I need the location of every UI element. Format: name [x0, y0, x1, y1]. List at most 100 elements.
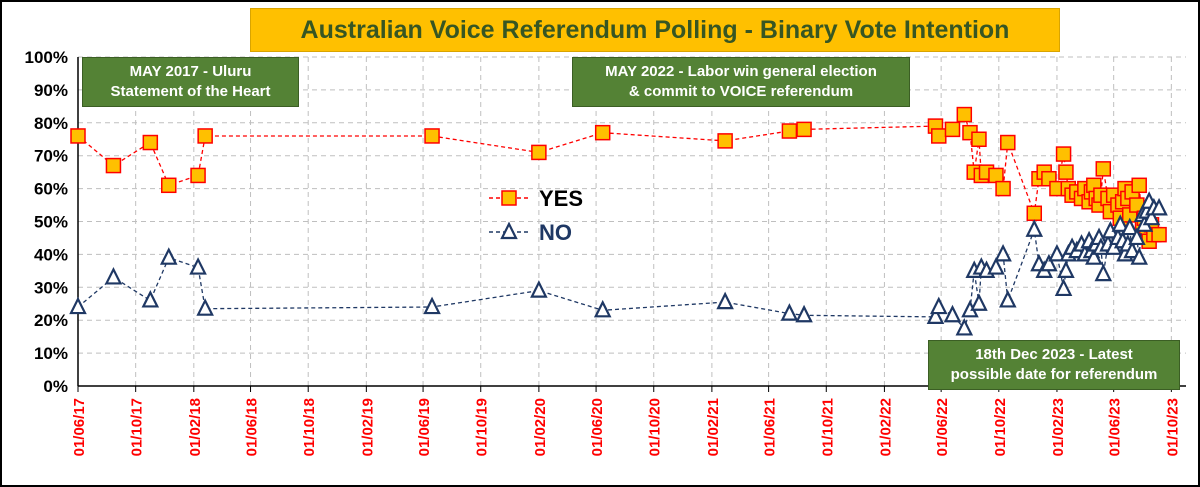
- x-tick-label: 01/06/23: [1107, 398, 1124, 456]
- y-tick-label: 50%: [34, 213, 68, 232]
- annotation-labor-line2: & commit to VOICE referendum: [628, 83, 854, 100]
- annotation-uluru-line1: MAY 2017 - Uluru: [129, 63, 252, 80]
- yes-marker: [1000, 134, 1016, 151]
- legend-label: NO: [539, 220, 572, 245]
- legend: YES NO: [489, 186, 583, 245]
- yes-marker: [1131, 177, 1147, 194]
- x-tick-label: 01/06/21: [762, 398, 779, 456]
- x-tick-label: 01/06/17: [71, 398, 88, 456]
- no-marker: [1085, 247, 1103, 265]
- y-tick-label: 10%: [34, 344, 68, 363]
- no-marker: [423, 296, 441, 315]
- yes-marker: [1026, 205, 1043, 222]
- no-marker: [1123, 240, 1141, 259]
- x-tick-label: 01/02/18: [187, 398, 204, 456]
- yes-marker: [70, 128, 86, 144]
- x-tick-label: 01/10/21: [819, 398, 836, 456]
- yes-marker: [105, 157, 122, 174]
- yes-marker: [796, 121, 812, 138]
- y-tick-label: 90%: [34, 81, 68, 100]
- axes: 0% 10% 20% 30% 40% 50% 60% 70% 80% 90% 100% 01/06/1…: [25, 48, 1186, 456]
- yes-marker: [944, 121, 961, 138]
- y-tick-label: 0%: [43, 377, 68, 396]
- yes-marker: [142, 134, 159, 151]
- legend-label: YES: [539, 186, 583, 211]
- no-marker: [159, 247, 178, 265]
- series-yes: [70, 106, 1167, 249]
- no-marker: [970, 293, 988, 311]
- yes-marker: [1151, 226, 1167, 243]
- yes-marker: [931, 128, 947, 144]
- y-tick-label: 60%: [34, 180, 68, 199]
- y-tick-label: 80%: [34, 114, 68, 133]
- annotation-latest-line1: 18th Dec 2023 - Latest: [975, 346, 1133, 363]
- yes-marker: [594, 124, 611, 141]
- no-marker: [716, 291, 734, 310]
- x-tick-label: 01/02/21: [705, 398, 722, 456]
- chart-title-box: Australian Voice Referendum Polling - Bi…: [250, 8, 1060, 52]
- no-marker: [141, 290, 160, 308]
- yes-marker: [956, 106, 973, 123]
- x-tick-label: 01/10/19: [474, 398, 491, 456]
- no-marker: [104, 266, 123, 285]
- x-tick-label: 01/06/19: [416, 398, 433, 456]
- no-marker: [943, 304, 962, 323]
- annotation-uluru: MAY 2017 - Uluru Statement of the Heart: [82, 57, 299, 107]
- no-marker: [955, 317, 974, 336]
- annotation-labor-election: MAY 2022 - Labor win general election & …: [572, 57, 910, 107]
- x-tick-label: 01/02/20: [532, 398, 549, 456]
- no-marker: [795, 304, 813, 323]
- yes-marker: [531, 144, 547, 161]
- y-tick-label: 100%: [25, 48, 68, 67]
- yes-marker: [1095, 161, 1112, 177]
- yes-marker: [988, 167, 1004, 184]
- x-tick-label: 01/10/18: [301, 398, 318, 456]
- x-tick-label: 01/06/20: [589, 398, 606, 456]
- annotation-uluru-line2: Statement of the Heart: [110, 83, 271, 100]
- no-marker: [930, 296, 948, 315]
- no-marker: [994, 243, 1012, 262]
- no-marker: [1142, 207, 1161, 226]
- y-tick-label: 30%: [34, 278, 68, 297]
- annotation-labor-line1: MAY 2022 - Labor win general election: [605, 63, 877, 80]
- x-tick-label: 01/02/19: [359, 398, 376, 456]
- series: [69, 106, 1168, 336]
- chart-title: Australian Voice Referendum Polling - Bi…: [300, 15, 1010, 44]
- yes-marker: [161, 177, 177, 194]
- yes-marker: [1055, 146, 1072, 162]
- x-tick-label: 01/02/22: [877, 398, 894, 456]
- annotation-latest-date: 18th Dec 2023 - Latest possible date for…: [928, 340, 1180, 390]
- no-marker: [1130, 247, 1148, 265]
- no-marker: [1048, 243, 1066, 262]
- no-marker: [987, 257, 1005, 275]
- no-marker: [593, 299, 612, 318]
- yes-marker: [717, 133, 733, 149]
- yes-marker: [197, 128, 213, 144]
- legend-marker-no: [500, 221, 518, 240]
- yes-marker: [190, 167, 206, 184]
- no-marker: [1111, 214, 1130, 232]
- no-marker: [1128, 227, 1146, 246]
- yes-marker: [995, 180, 1011, 197]
- no-marker: [999, 290, 1017, 308]
- no-marker: [1054, 278, 1073, 297]
- no-marker: [196, 298, 214, 316]
- x-tick-label: 01/02/23: [1050, 398, 1067, 456]
- x-tick-label: 01/10/22: [992, 398, 1009, 456]
- no-marker: [69, 296, 87, 315]
- legend-marker-yes: [501, 190, 517, 206]
- yes-marker: [424, 128, 440, 144]
- series-no: [69, 191, 1168, 336]
- yes-marker: [1058, 164, 1074, 180]
- y-tick-label: 70%: [34, 147, 68, 166]
- no-marker: [1057, 260, 1075, 278]
- x-tick-label: 01/06/22: [934, 398, 951, 456]
- annotation-latest-line2: possible date for referendum: [950, 366, 1158, 383]
- no-marker: [1120, 217, 1139, 236]
- no-marker: [780, 303, 799, 321]
- no-marker: [1094, 263, 1113, 282]
- x-tick-label: 01/10/20: [647, 398, 664, 456]
- no-marker: [1025, 219, 1044, 237]
- y-tick-label: 40%: [34, 245, 68, 264]
